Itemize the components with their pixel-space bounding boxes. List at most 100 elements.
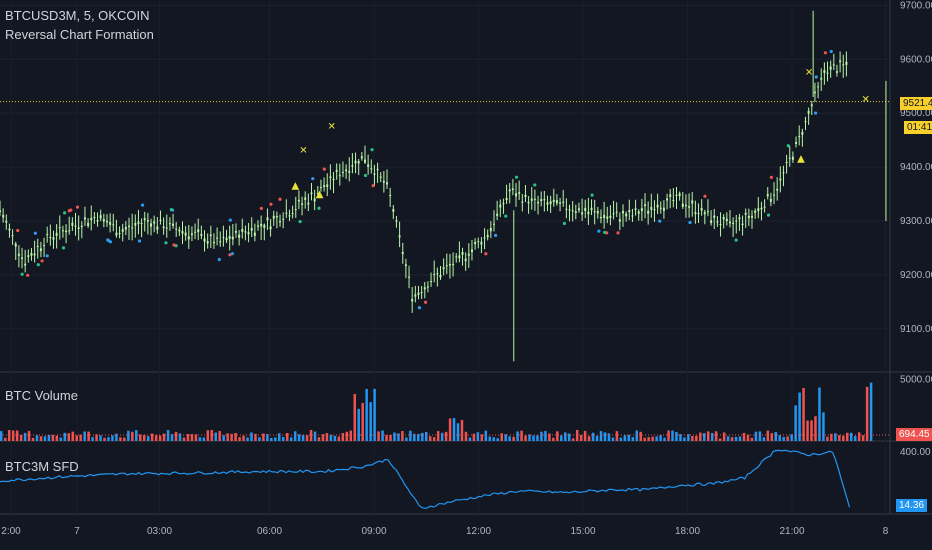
candle-body-185	[581, 212, 584, 215]
volume-bar-218	[865, 386, 869, 441]
pivot-dot-47	[298, 220, 302, 224]
volume-bar-123	[488, 436, 492, 441]
pivot-dot-29	[786, 144, 790, 148]
volume-bar-100	[397, 433, 400, 441]
reversal-marker-5: ✕	[805, 67, 813, 78]
candle-body-86	[269, 226, 272, 230]
price-tick-label-1: 9200.00	[900, 270, 932, 281]
time-tick-label-8: 21:00	[779, 526, 804, 537]
candle-body-254	[798, 136, 801, 138]
volume-bar-11	[43, 436, 47, 441]
candle-body-151	[474, 242, 477, 245]
candle-body-96	[301, 203, 304, 205]
candle-body-115	[360, 156, 363, 159]
pivot-dot-33	[688, 220, 692, 225]
candle-body-33	[102, 218, 105, 222]
candle-body-76	[238, 234, 241, 238]
time-tick-label-7: 18:00	[675, 526, 700, 537]
volume-bar-97	[385, 435, 388, 441]
candle-body-210	[659, 207, 662, 209]
candle-body-252	[791, 156, 794, 160]
candle-body-195	[612, 213, 615, 215]
candle-body-146	[458, 255, 461, 259]
candle-body-98	[307, 202, 310, 205]
candle-body-160	[502, 203, 505, 205]
pivot-dot-50	[603, 230, 607, 235]
candle-body-219	[688, 206, 691, 208]
candle-body-22	[68, 230, 71, 232]
candle-body-53	[165, 227, 168, 229]
volume-bar-61	[242, 435, 245, 441]
volume-bar-110	[436, 431, 440, 441]
candle-body-253	[795, 142, 798, 144]
candle-body-247	[776, 188, 779, 191]
pivot-dot-59	[370, 148, 374, 152]
candle-body-58	[181, 231, 184, 234]
candle-body-112	[351, 165, 354, 167]
volume-bar-212	[842, 435, 845, 441]
candle-body-178	[559, 202, 562, 204]
candle-body-197	[618, 219, 621, 222]
sfd-tick-label-0: 400.00	[900, 447, 931, 458]
candle-body-74	[231, 236, 234, 240]
volume-bar-144	[571, 438, 575, 441]
volume-bar-164	[651, 436, 654, 441]
volume-bar-47	[186, 434, 190, 441]
volume-bar-20	[79, 434, 82, 441]
candle-body-217	[681, 203, 684, 207]
candle-body-140	[439, 275, 442, 278]
volume-bar-101	[401, 430, 404, 441]
candle-body-261	[820, 77, 823, 80]
volume-bar-125	[496, 438, 499, 441]
candle-body-235	[738, 217, 741, 220]
reversal-marker-1: ✕	[299, 146, 307, 157]
candle-body-216	[678, 193, 681, 197]
candle-body-111	[348, 171, 351, 173]
candle-body-255	[801, 131, 804, 135]
volume-bar-18	[71, 431, 74, 441]
pivot-dot-24	[814, 111, 818, 115]
candle-body-256	[804, 121, 807, 123]
candle-body-225	[706, 211, 709, 213]
volume-bar-7	[27, 430, 31, 441]
volume-bar-68	[270, 438, 273, 441]
volume-bar-193	[766, 430, 770, 441]
volume-bar-201	[798, 392, 801, 441]
candle-body-107	[335, 169, 338, 172]
volume-bar-159	[631, 437, 635, 441]
pivot-dot-35	[562, 221, 567, 226]
pivot-dot-53	[533, 183, 537, 187]
symbol-title[interactable]: BTCUSD3M, 5, OKCOIN	[5, 8, 150, 23]
candle-body-3	[8, 228, 11, 231]
candle-body-63	[197, 229, 200, 233]
sfd-pane-title[interactable]: BTC3M SFD	[5, 459, 79, 474]
volume-bar-138	[548, 433, 551, 441]
candle-body-170	[533, 198, 536, 200]
volume-bar-188	[746, 434, 750, 441]
volume-bar-142	[564, 432, 567, 441]
indicator-title[interactable]: Reversal Chart Formation	[5, 27, 154, 42]
candle-body-69	[216, 237, 219, 239]
candle-body-94	[294, 208, 297, 210]
volume-bar-160	[635, 430, 639, 441]
candle-body-99	[310, 192, 313, 195]
volume-bar-196	[778, 435, 781, 441]
price-tick-label-6: 9700.00	[900, 0, 932, 11]
candle-body-223	[700, 207, 703, 211]
candle-body-167	[524, 194, 527, 198]
volume-pane-title[interactable]: BTC Volume	[5, 388, 78, 403]
candle-body-222	[697, 213, 700, 215]
candle-body-125	[392, 209, 395, 212]
volume-bar-99	[393, 432, 396, 441]
volume-bar-64	[254, 433, 257, 441]
candle-body-48	[150, 223, 153, 227]
candle-body-91	[285, 212, 288, 214]
volume-bar-24	[95, 434, 98, 441]
volume-bar-40	[158, 435, 162, 441]
reversal-marker-3: ✕	[328, 121, 336, 132]
candle-body-21	[65, 230, 68, 233]
volume-bar-43	[170, 434, 174, 441]
candle-body-66	[206, 241, 209, 244]
candle-body-251	[788, 157, 791, 159]
